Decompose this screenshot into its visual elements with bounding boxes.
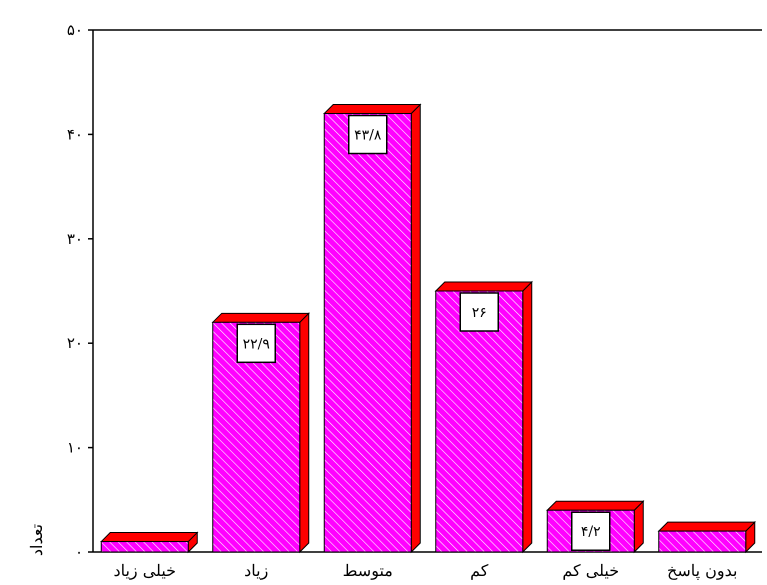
x-tick-label: کم — [470, 561, 489, 580]
y-axis-title: تعداد — [27, 524, 46, 556]
bar-top — [100, 532, 199, 543]
bar-front — [100, 541, 189, 553]
bar-side — [410, 103, 421, 554]
bar-top — [546, 500, 645, 511]
y-tick-label: ۳۰ — [67, 230, 83, 248]
data-label-text: ۴/۲ — [581, 524, 601, 540]
bar — [323, 103, 422, 554]
y-tick-label: ۴۰ — [67, 125, 83, 143]
data-label-text: ۴۳/۸ — [354, 128, 382, 144]
bar-front — [323, 113, 412, 553]
y-tick-label: ۲۰ — [67, 334, 83, 352]
data-label-text: ۲۲/۹ — [243, 336, 270, 352]
y-tick-label: ۰ — [75, 543, 83, 561]
bar-top — [323, 104, 422, 115]
bar-top — [434, 281, 533, 292]
y-tick-label: ۱۰ — [67, 439, 83, 457]
bars-group — [100, 103, 756, 554]
bar-side — [522, 280, 533, 554]
bar — [434, 280, 533, 554]
data-label: ۴/۲ — [571, 511, 611, 551]
data-label-box — [348, 114, 388, 155]
x-tick-label: خیلی کم — [562, 561, 619, 580]
x-tick-label: خیلی زیاد — [113, 561, 176, 580]
x-tick-label: زیاد — [244, 561, 268, 580]
bar-top — [657, 521, 756, 532]
data-label: ۲۲/۹ — [236, 323, 276, 364]
x-tick-label: بدون پاسخ — [667, 561, 737, 580]
bar — [657, 520, 756, 554]
bar-side — [299, 312, 310, 554]
bar-front — [435, 290, 524, 553]
bar — [100, 531, 199, 554]
data-label-text: ۲۶ — [472, 305, 487, 321]
y-tick-label: ۵۰ — [67, 21, 83, 39]
data-label-box — [236, 323, 276, 364]
data-label-box — [459, 292, 499, 332]
data-label: ۴۳/۸ — [348, 114, 388, 155]
x-tick-label: متوسط — [343, 561, 393, 580]
axes: ۰ ۱۰ ۲۰ ۳۰ ۴۰ ۵۰ — [67, 21, 762, 561]
bar-top — [211, 312, 310, 323]
bar-front — [658, 530, 747, 553]
data-label: ۲۶ — [459, 292, 499, 332]
data-label-box — [571, 511, 611, 551]
labels-group: خیلی زیاد ۲۲/۹ زیاد ۴۳/۸ متوسط ۲۶ کم ۴/۲ خیلی کم… — [113, 114, 737, 580]
